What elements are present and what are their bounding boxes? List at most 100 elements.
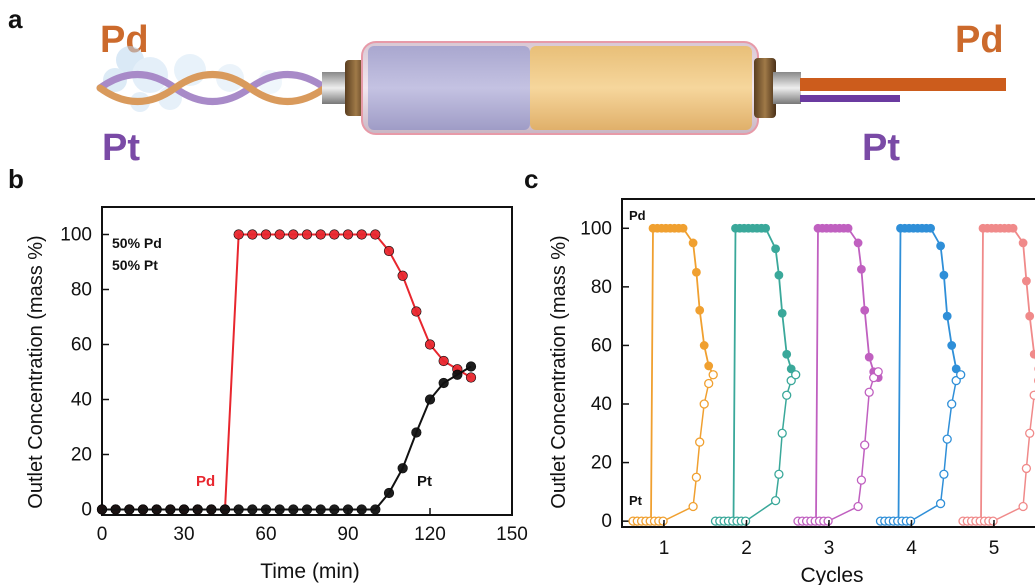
panel-c-ylabel: Outlet Concentration (mass %) [548, 235, 570, 508]
panel-c-ytick-label: 40 [591, 394, 612, 415]
panel-c-label: c [524, 164, 538, 194]
panel-b-pt-point [233, 504, 244, 515]
inlet-pt-label: Pt [102, 127, 140, 169]
panel-c-cycle-4-pt-point [939, 469, 949, 479]
panel-b-xtick-label: 0 [97, 524, 108, 545]
panel-c-cycle-5-pt-point [1021, 463, 1032, 474]
panel-c-ytick-label: 60 [591, 335, 612, 356]
panel-c-cycle-5-pt-line [963, 390, 1035, 522]
panel-b-pt-point [370, 504, 381, 515]
outlet-pd-label: Pd [955, 19, 1004, 61]
panel-b-annotation-line-2: 50% Pt [112, 257, 158, 273]
panel-b-pt-point [124, 504, 135, 515]
panel-c-ytick-label: 100 [580, 218, 612, 239]
panel-c-xtick-label: 3 [824, 538, 835, 559]
panel-c-cycle-5-pd-point [1022, 276, 1031, 286]
panel-b-pt-point [438, 377, 449, 389]
panel-c-cycle-3-pd-point [853, 238, 863, 248]
panel-b-pd-point [301, 229, 313, 240]
panel-c-cycle-3-pt-point [853, 501, 863, 512]
panel-b-pt-point [383, 487, 395, 499]
panel-b-pd-point [288, 229, 299, 240]
panel-c-cycle-1-pd-point [699, 341, 709, 350]
panel-c-cycle-4-pt-point [935, 498, 946, 509]
panel-c-xlabel: Cycles [800, 564, 863, 585]
panel-b-xlabel: Time (min) [260, 560, 360, 583]
panel-c-xtick-label: 2 [741, 538, 752, 559]
panel-b-pd-point [383, 245, 395, 257]
panel-b-ytick-label: 100 [60, 225, 92, 246]
panel-c-cycle-3-pt-point [873, 367, 883, 377]
panel-c-cycle-3-pd-point [864, 352, 874, 362]
panel-c-cycle-2-pd-point [771, 244, 780, 254]
panel-c-cycle-2-pt-point [782, 390, 792, 400]
panel-b-pt-point [219, 504, 231, 515]
panel-b-plot-frame [101, 206, 513, 516]
panel-b-pt-point [329, 504, 340, 515]
panel-b-pd-point [411, 306, 422, 317]
panel-b-pt-point [452, 369, 463, 380]
panel-c-cycle-2-pt-point [777, 428, 787, 438]
panel-c-cycle-5-pd-point [1029, 349, 1035, 359]
panel-c-cycle-3-pd-point [860, 305, 870, 315]
panel-c-cycle-4-pd-point [926, 223, 935, 233]
twisted-inlet-strands [96, 71, 329, 105]
panel-c-cycle-1-pt-point [704, 378, 714, 389]
panel-b-pd-point [315, 229, 326, 240]
panel-b-pd-point [424, 339, 436, 350]
panel-c-cycle-4-pt-point [947, 399, 957, 409]
panel-c-cycle-2-pd-line [713, 227, 797, 523]
panel-c-cycle-2-pt-point [770, 495, 781, 506]
panel-c-pt-label: Pt [629, 493, 643, 508]
panel-c-pd-label: Pd [629, 208, 646, 223]
panel-b-pt-line [102, 365, 472, 511]
panel-b-pt-point [315, 504, 326, 515]
panel-c-cycle-1-pd-point [678, 223, 688, 233]
panel-b-pt-point [342, 504, 354, 515]
panel-c-cycle-3-pd-point [857, 264, 866, 274]
panel-b-pt-point [178, 504, 190, 515]
panel-b-pd-point [233, 229, 244, 240]
panel-b-pt-point [465, 361, 477, 372]
panel-c-cycle-5-pd-line [961, 227, 1035, 523]
outlet-fitting [754, 58, 801, 118]
panel-b-pt-point [301, 504, 313, 515]
panel-b-xtick-label: 60 [255, 524, 276, 545]
panel-b-pt-point [411, 427, 422, 438]
panel-b-annotation-line-1: 50% Pd [112, 235, 162, 251]
separation-column [361, 41, 759, 135]
panel-b-pd-point [342, 229, 354, 240]
panel-c-cycle-4-pd-point [939, 270, 949, 280]
panel-c-cycle-1-pd-point [692, 267, 701, 277]
panel-c-ytick-label: 80 [591, 277, 612, 298]
panel-b-pd-point [247, 229, 258, 240]
panel-c-cycle-2-pt-point [791, 370, 801, 380]
panel-c-xtick-label: 1 [659, 538, 670, 559]
panel-b-pt-point [356, 504, 367, 515]
panel-b-pt-point [165, 504, 176, 515]
panel-b-pd-point [397, 270, 408, 281]
panel-b-pt-point [192, 504, 203, 515]
panel-b-chart: b Outlet Concentration (mass %) Time (mi… [8, 164, 528, 583]
panel-b-pt-point [206, 504, 217, 515]
panel-c-cycle-4-pd-line [878, 227, 962, 523]
panel-c-cycle-1-pt-point [708, 370, 718, 380]
panel-c-cycle-1-pd-point [704, 361, 714, 371]
panel-c-cycle-2-pd-point [782, 349, 792, 359]
panel-b-ytick-label: 40 [71, 390, 92, 411]
panel-b-label: b [8, 164, 24, 194]
panel-c-plot-frame [621, 198, 1035, 528]
panel-b-pt-point [260, 504, 272, 515]
panel-c-cycle-1-pd-point [695, 305, 705, 315]
panel-c-cycle-5-pd-point [1018, 238, 1028, 248]
panel-b-pt-point [288, 504, 299, 515]
panel-b-xtick-label: 30 [173, 524, 194, 545]
panel-c-cycle-4-pd-point [942, 311, 952, 321]
panel-b-pt-series-label: Pt [417, 473, 432, 490]
panel-b-ytick-label: 80 [71, 280, 92, 301]
panel-c-cycle-1-pd-point [688, 238, 698, 248]
panel-c-cycle-5-pt-point [1018, 501, 1028, 512]
panel-b-pd-series-label: Pd [196, 473, 215, 490]
panel-a: a Pd Pt Pd Pt [8, 4, 1006, 169]
